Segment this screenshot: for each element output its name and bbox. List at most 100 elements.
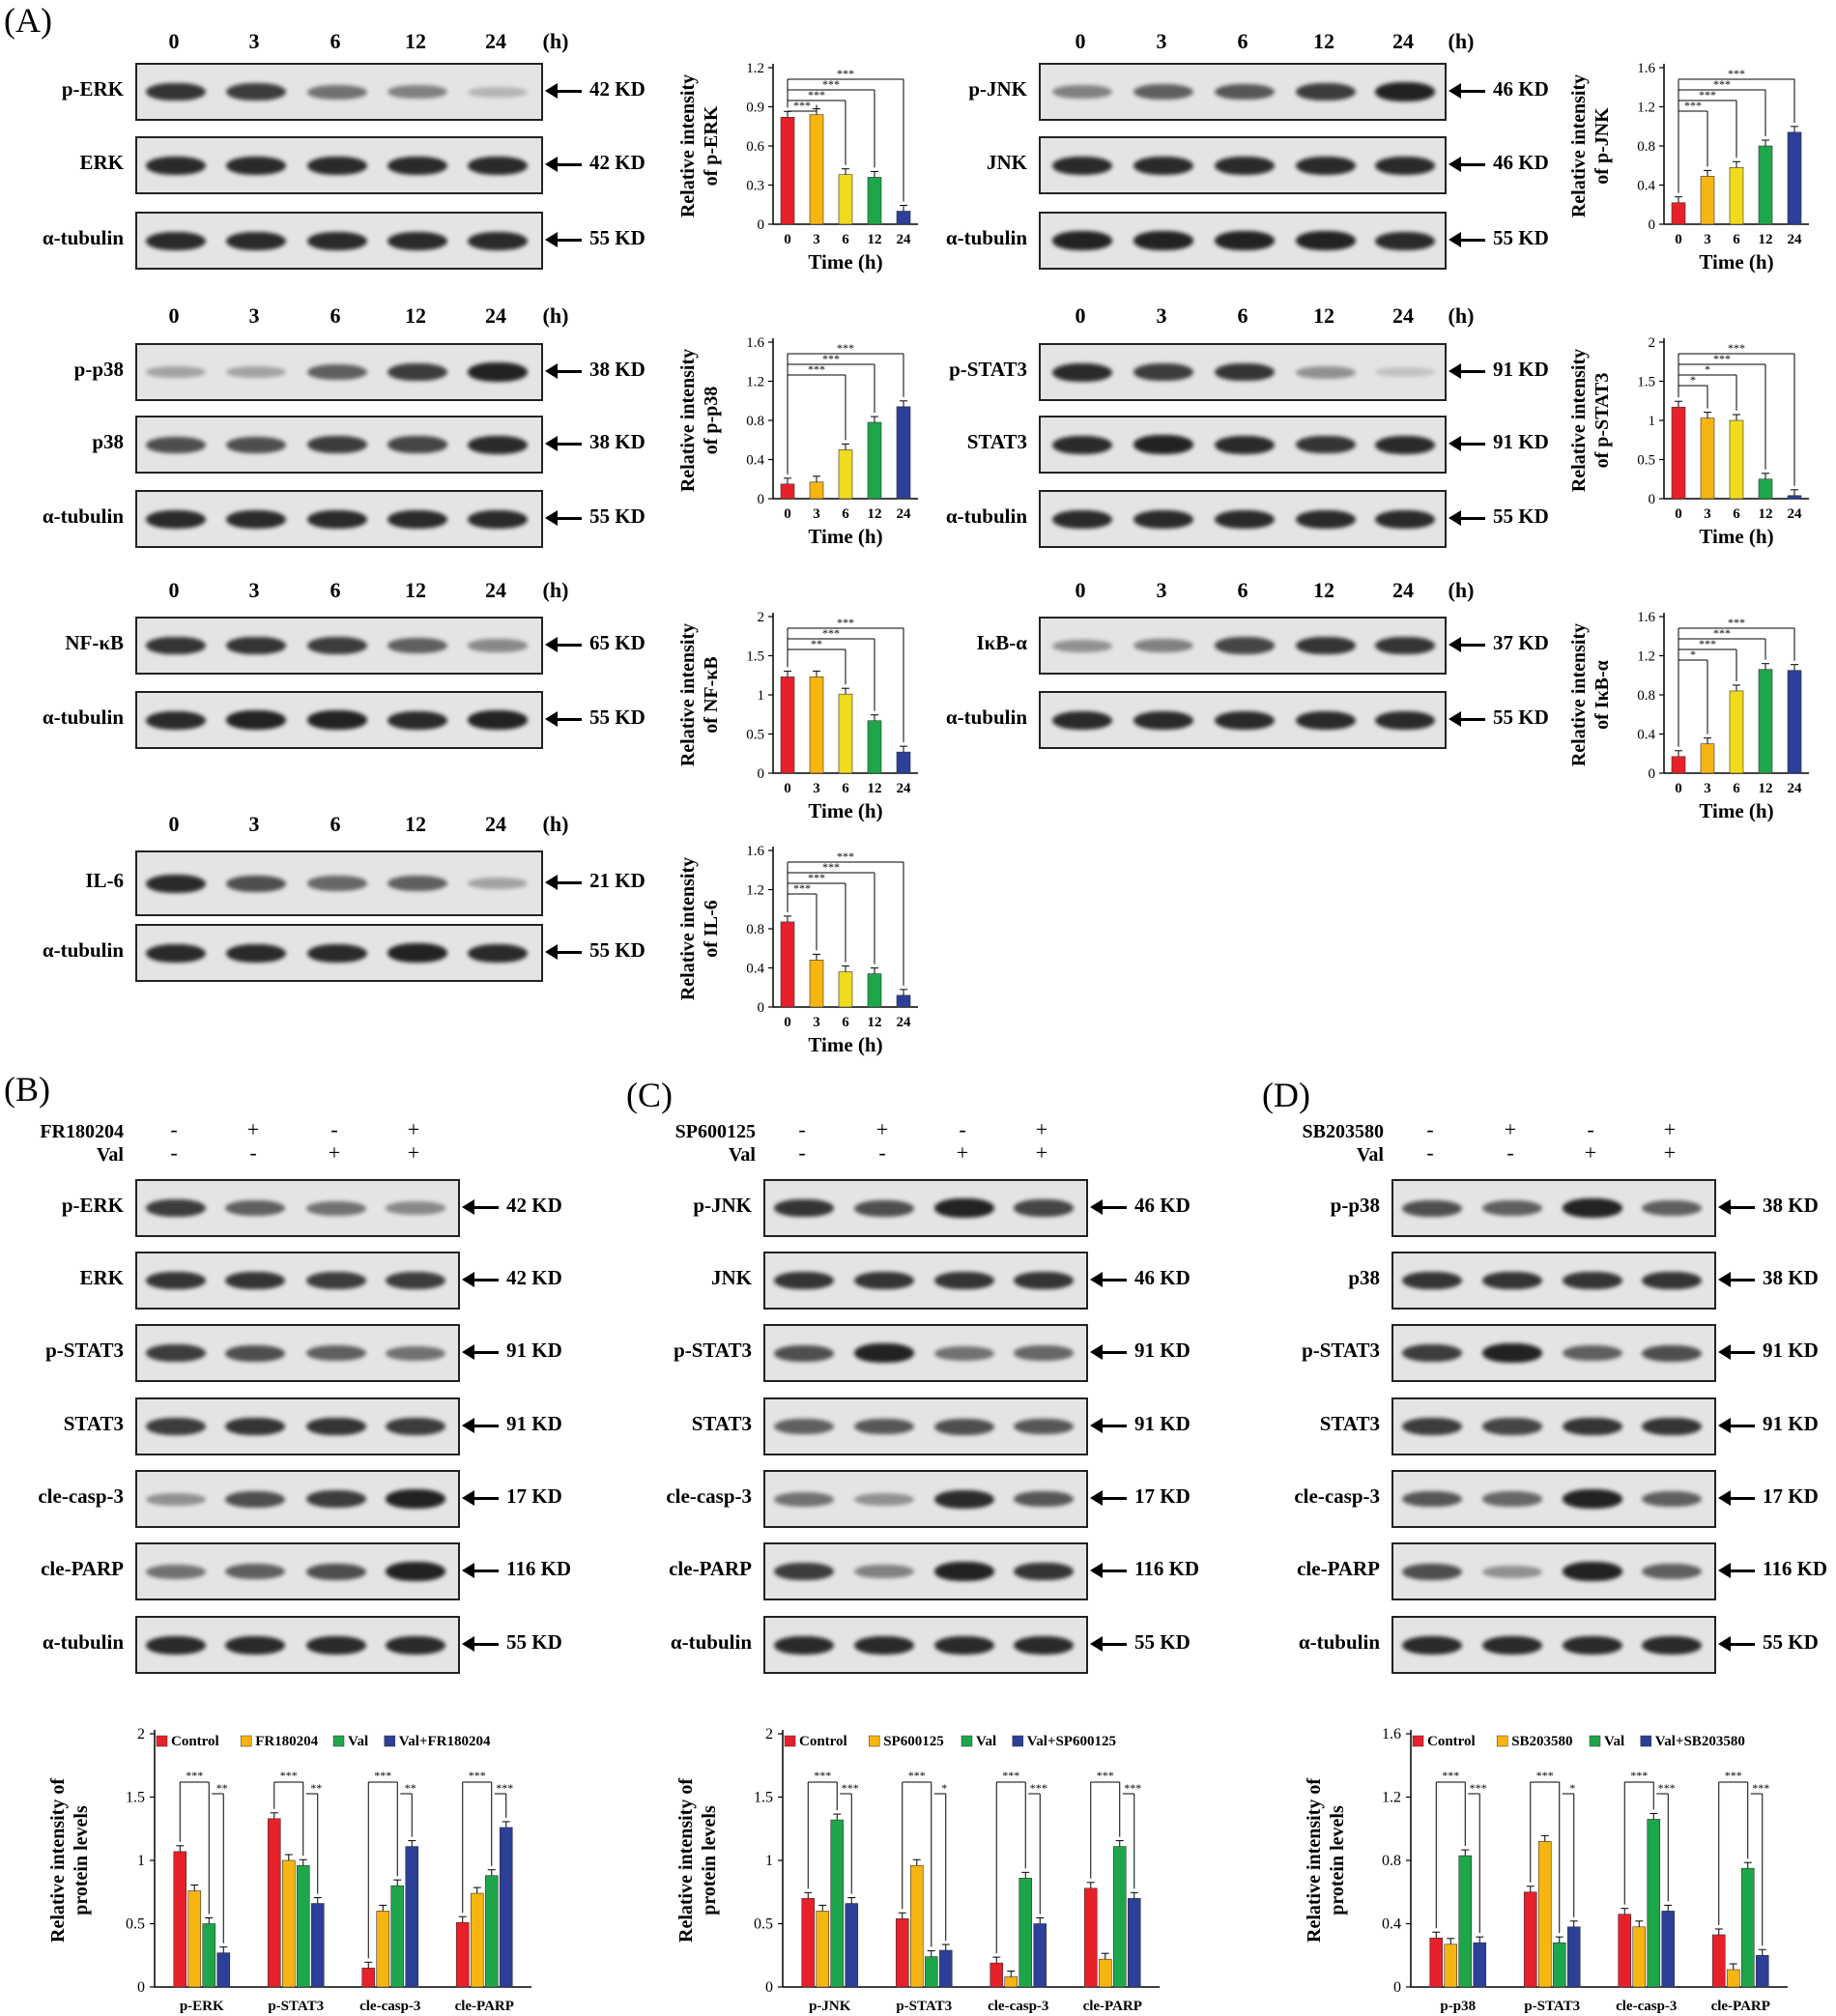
y-tick-label: 2 (137, 1726, 145, 1742)
lane-12: 12 (405, 29, 426, 53)
band (854, 1418, 914, 1435)
sig-label: *** (822, 860, 840, 874)
blot-label-jnk: JNK (987, 151, 1027, 174)
band (307, 156, 367, 175)
band (1296, 509, 1356, 529)
lane-unit: (h) (542, 812, 569, 836)
bar-0 (780, 677, 795, 774)
band (1014, 1345, 1074, 1361)
blot-label-pstat3: p-STAT3 (674, 1339, 752, 1362)
band (387, 710, 447, 730)
lane-header-il6: 0 3 6 12 24 (h) (0, 812, 580, 841)
bar-Control-p-STAT3 (267, 1818, 281, 1988)
lane-0: 0 (168, 578, 180, 602)
sig-label: *** (1630, 1769, 1648, 1782)
lane-24: 24 (485, 812, 506, 836)
x-axis-title: Time (h) (808, 525, 882, 548)
blot-tub (1039, 490, 1447, 548)
band (307, 943, 367, 963)
blot-label-perk: p-ERK (61, 77, 124, 101)
y-tick-label: 1.2 (1637, 649, 1655, 665)
band (306, 1490, 366, 1508)
sig-label: *** (186, 1769, 203, 1782)
lane-6: 6 (1237, 29, 1248, 53)
y-tick-label: 0.4 (746, 962, 764, 977)
sig-label: *** (793, 881, 811, 895)
x-tick-label: 12 (868, 506, 882, 522)
blot-label-nfkb: NF-κB (65, 631, 124, 654)
band (307, 710, 367, 730)
panel-label-b: (B) (4, 1070, 50, 1109)
band (1642, 1635, 1702, 1655)
band (1375, 636, 1435, 655)
band (1375, 435, 1435, 454)
band (1402, 1271, 1462, 1290)
lane-12: 12 (1313, 578, 1334, 602)
band (225, 1490, 285, 1508)
band (1375, 156, 1435, 175)
sig-label: *** (1030, 1781, 1047, 1795)
lane-header-jnk: 0 3 6 12 24 (h) (0, 29, 1488, 58)
y-tick-label: 0 (1649, 217, 1656, 233)
band (386, 1345, 445, 1361)
legend-swatch-Val (1589, 1735, 1601, 1747)
y-axis-title: Relative intensity (1568, 74, 1590, 217)
band (1563, 1198, 1622, 1218)
y-tick-label: 1.2 (1637, 101, 1655, 116)
band (1296, 231, 1356, 250)
band (468, 878, 528, 889)
band (386, 1489, 445, 1509)
y-tick-label: 0 (758, 1000, 765, 1016)
bar-Val-cle-casp-3 (1018, 1878, 1033, 1988)
lane-3: 3 (248, 303, 260, 328)
blot-tub (763, 1616, 1088, 1674)
legend-swatch-SP600125 (868, 1735, 880, 1747)
lane-3: 3 (248, 578, 260, 602)
bar-SB203580-cle-casp-3 (1632, 1926, 1647, 1988)
blot-casp3 (1391, 1470, 1716, 1528)
band (307, 84, 367, 100)
sig-label: *** (842, 1781, 859, 1795)
lane-6: 6 (1237, 578, 1248, 602)
kd-marker: 17 KD (462, 1484, 562, 1509)
lane-24: 24 (485, 29, 506, 53)
sign: + (1035, 1140, 1048, 1165)
blot-label-stat3: STAT3 (63, 1412, 124, 1435)
y-tick-label: 1 (765, 1853, 773, 1869)
x-tick-label: p-ERK (180, 1999, 224, 2014)
sig-label: *** (837, 850, 854, 863)
blot-pp38 (135, 343, 543, 401)
sign: + (875, 1117, 889, 1141)
y-tick-label: 1.6 (746, 335, 764, 351)
treat-d-inhibitor: SB203580 (1302, 1121, 1384, 1142)
band (1133, 84, 1193, 100)
x-tick-label: 3 (813, 781, 820, 796)
band (306, 1345, 366, 1361)
x-tick-label: 0 (784, 232, 791, 247)
y-tick-label: 0.5 (1637, 453, 1655, 469)
band (226, 231, 286, 250)
x-tick-label: 0 (784, 1015, 791, 1030)
blot-casp3 (763, 1470, 1088, 1528)
kd-marker: 116 KD (1090, 1557, 1199, 1581)
bar-3 (1700, 743, 1715, 774)
band (1296, 435, 1356, 454)
x-tick-label: 24 (1788, 781, 1803, 796)
band (146, 436, 206, 453)
blot-tub (1039, 691, 1447, 749)
band (226, 636, 286, 655)
sign: + (407, 1140, 420, 1165)
sig-label: *** (1684, 99, 1702, 112)
band (146, 1492, 206, 1506)
band (146, 1564, 206, 1579)
sign: - (1426, 1140, 1434, 1165)
lane-3: 3 (1156, 303, 1167, 328)
kd-marker: 55 KD (545, 226, 645, 250)
lane-12: 12 (405, 303, 426, 328)
band (226, 875, 286, 892)
kd-marker: 42 KD (545, 77, 645, 101)
sig-label: *** (1699, 88, 1716, 101)
sig-label: ** (310, 1781, 322, 1795)
bar-FR180204-p-STAT3 (281, 1859, 296, 1988)
